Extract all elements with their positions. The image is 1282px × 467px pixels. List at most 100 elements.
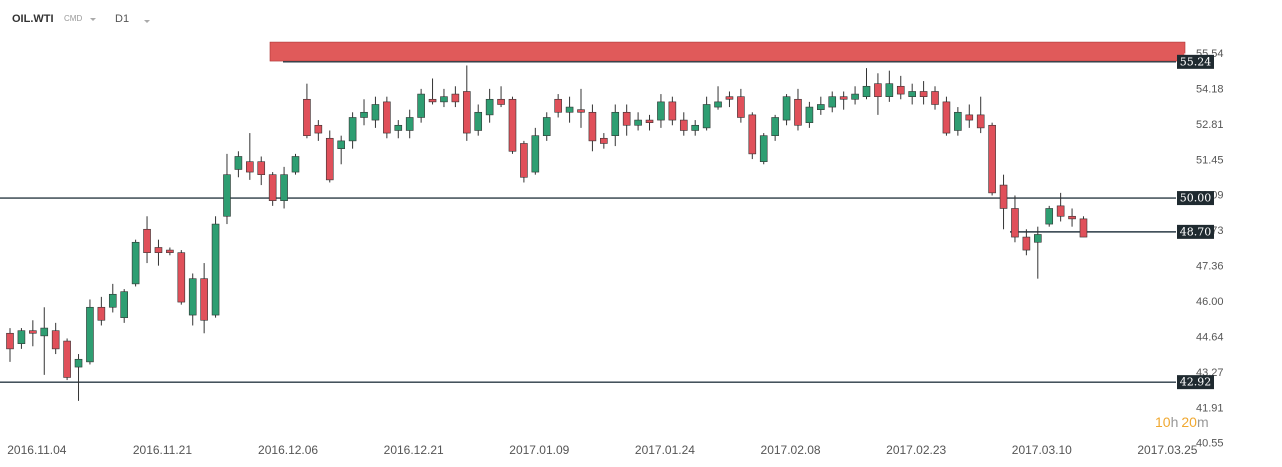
candle-body xyxy=(931,91,939,105)
candle-body xyxy=(462,91,471,134)
level-label: 48.70 xyxy=(1180,225,1212,238)
candle-body xyxy=(474,111,483,131)
candle-body xyxy=(166,249,174,253)
countdown-unit: m xyxy=(1197,414,1209,430)
candle-body xyxy=(97,306,106,321)
candle-body xyxy=(417,93,425,118)
candle-body xyxy=(999,184,1008,209)
candle-body xyxy=(74,358,83,368)
y-tick-label: 54.18 xyxy=(1196,83,1224,95)
candle-body xyxy=(725,96,734,100)
candle-body xyxy=(588,111,597,142)
candle-body xyxy=(120,291,128,318)
candle-body xyxy=(325,137,334,181)
candle-body xyxy=(702,104,711,129)
candle-body xyxy=(86,306,94,363)
candle-body xyxy=(1034,234,1042,243)
candle-body xyxy=(531,135,540,173)
candle-body xyxy=(600,137,608,144)
candle-body xyxy=(497,98,505,105)
level-label: 50.00 xyxy=(1180,192,1212,205)
candle-body xyxy=(976,114,985,129)
candle-body xyxy=(885,83,894,97)
resistance-zone xyxy=(269,41,1186,62)
x-tick-label: 2016.11.21 xyxy=(133,443,192,457)
candle-body xyxy=(988,124,996,194)
candle-body xyxy=(714,101,722,108)
y-tick-label: 41.91 xyxy=(1196,402,1224,414)
y-tick-label: 40.55 xyxy=(1196,438,1224,450)
level-label: 55.24 xyxy=(1180,55,1212,68)
candle-body xyxy=(394,124,403,131)
candle-body xyxy=(1056,205,1065,217)
candle-body xyxy=(691,124,700,131)
candle-body xyxy=(451,93,460,103)
level-label-box xyxy=(1177,191,1214,206)
x-tick-label: 2017.01.09 xyxy=(509,443,569,457)
candle-body xyxy=(565,106,574,113)
candle-body xyxy=(371,104,380,121)
candle-body xyxy=(645,119,654,123)
candle-body xyxy=(6,332,14,350)
candle-body xyxy=(51,330,60,350)
candle-body xyxy=(577,109,585,113)
candle-body xyxy=(40,327,49,337)
level-label-box xyxy=(1177,224,1214,239)
candle-body xyxy=(1011,208,1019,238)
candle-body xyxy=(348,117,357,142)
candle-body xyxy=(405,117,414,131)
candle-body xyxy=(63,340,71,378)
candle-body xyxy=(143,228,151,253)
candle-body xyxy=(794,98,802,126)
candle-body xyxy=(908,91,916,97)
candle-body xyxy=(782,96,791,121)
candle-body xyxy=(440,96,448,103)
candle-body xyxy=(862,85,871,97)
x-tick-label: 2017.02.23 xyxy=(886,443,946,457)
candle-body xyxy=(108,293,117,308)
candle-body xyxy=(1045,208,1054,225)
candle-body xyxy=(154,247,163,253)
candle-body xyxy=(520,143,528,178)
candle-body xyxy=(29,330,37,334)
candle-body xyxy=(303,98,311,136)
dropdown-caret[interactable] xyxy=(144,20,150,23)
countdown-minutes: 20 xyxy=(1181,414,1197,430)
candle-body xyxy=(542,117,551,136)
candle-body xyxy=(805,106,814,123)
y-tick-label: 44.64 xyxy=(1196,331,1224,343)
interval[interactable]: D1 xyxy=(115,13,129,25)
y-tick-label: 52.81 xyxy=(1196,119,1224,131)
level-label: 42.92 xyxy=(1180,376,1212,389)
candle-body xyxy=(257,161,266,175)
candle-body xyxy=(817,104,825,110)
candle-body xyxy=(188,278,197,316)
candle-body xyxy=(737,96,745,118)
candle-body xyxy=(508,98,517,152)
candle-body xyxy=(17,330,26,344)
level-label-box xyxy=(1177,54,1214,69)
market[interactable]: CMD xyxy=(64,14,82,23)
candle-body xyxy=(828,96,837,108)
x-tick-label: 2017.03.25 xyxy=(1137,443,1197,457)
candle-body xyxy=(668,101,677,121)
candle-body xyxy=(280,174,288,201)
symbol[interactable]: OIL.WTI xyxy=(12,13,54,25)
candle-body xyxy=(291,156,300,173)
candle-body xyxy=(246,161,254,173)
dropdown-caret[interactable] xyxy=(90,18,96,21)
x-tick-label: 2017.01.24 xyxy=(635,443,695,457)
candle-body xyxy=(874,83,882,97)
candle-body xyxy=(211,223,220,316)
candle-body xyxy=(1079,218,1088,238)
candle-body xyxy=(131,241,140,285)
candle-body xyxy=(942,101,951,134)
candle-body xyxy=(611,111,620,136)
x-tick-label: 2016.12.21 xyxy=(384,443,444,457)
candle-body xyxy=(234,156,243,170)
candle-body xyxy=(268,174,277,201)
candle-body xyxy=(177,252,186,303)
candle-body xyxy=(1068,215,1076,220)
